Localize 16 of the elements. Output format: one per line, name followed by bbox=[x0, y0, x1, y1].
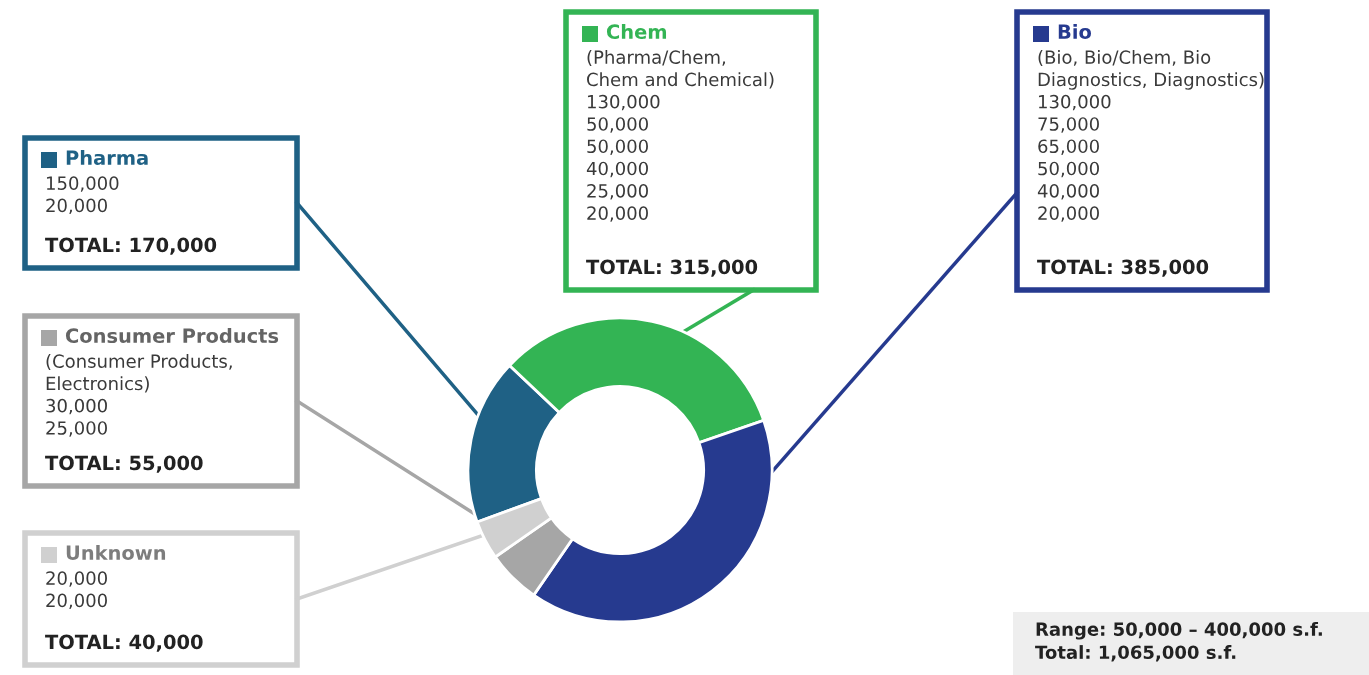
text: 150,000 20,000 bbox=[46, 176, 119, 215]
text: (Consumer Products, Electronics) 30,000 25,000 bbox=[46, 354, 232, 437]
legend-label: Pharma bbox=[66, 150, 148, 166]
text: TOTAL: 385,000 bbox=[1037, 259, 1209, 277]
text: Range: 50,000 – 400,000 s.f. Total: 1,065,000 s.f. bbox=[1035, 622, 1322, 662]
text: (Pharma/Chem, Chem and Chemical) 130,000 50,000 50,000 40,000 25,000 20,000 bbox=[586, 50, 774, 222]
text: (Bio, Bio/Chem, Bio Diagnostics, Diagnostics) 130,000 75,000 65,000 50,000 40,000 20,000 bbox=[1037, 50, 1264, 222]
text: TOTAL: 55,000 bbox=[45, 455, 203, 473]
text: TOTAL: 170,000 bbox=[45, 237, 217, 255]
legend-label: Consumer Products bbox=[65, 328, 279, 344]
legend-label: Bio bbox=[1058, 24, 1092, 40]
text: 20,000 20,000 bbox=[46, 571, 107, 610]
text: TOTAL: 40,000 bbox=[45, 634, 203, 652]
legend-label: Unknown bbox=[66, 545, 166, 561]
text: TOTAL: 315,000 bbox=[586, 259, 758, 277]
legend-label: Chem bbox=[606, 24, 667, 40]
